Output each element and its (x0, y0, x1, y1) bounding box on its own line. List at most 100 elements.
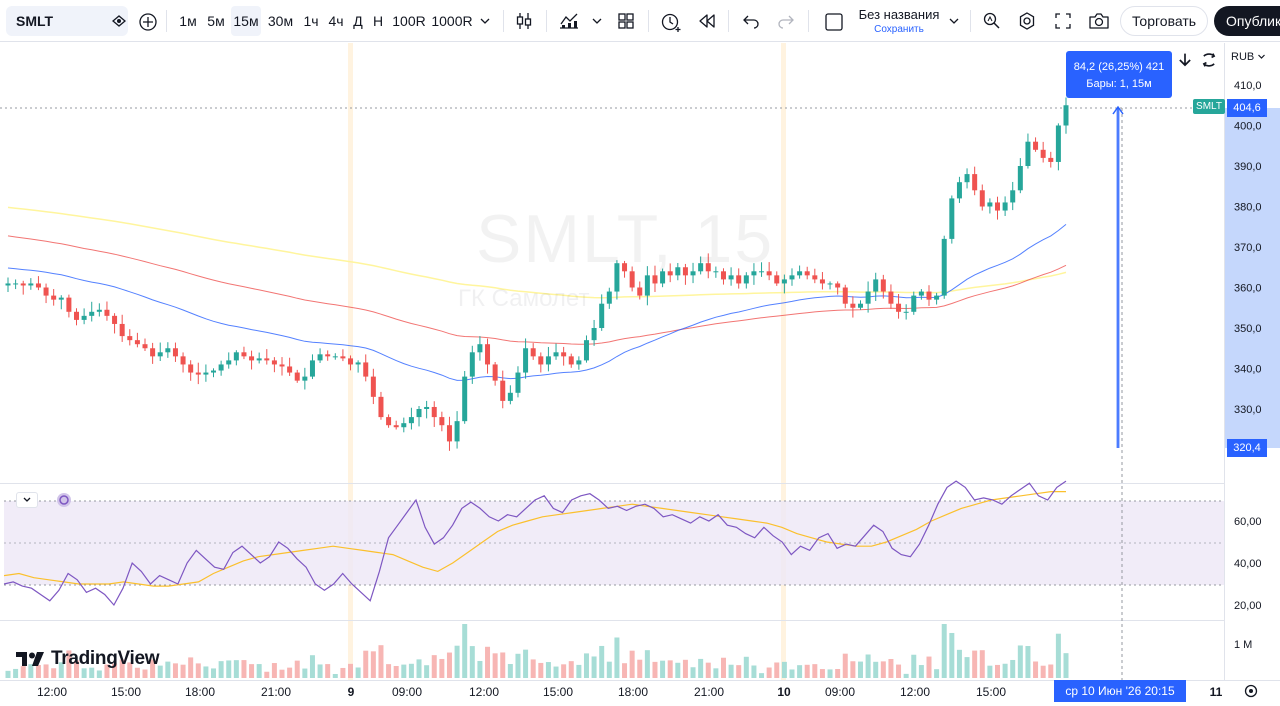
pane-collapse-button[interactable] (16, 492, 38, 508)
time-axis[interactable]: 12:00 15:00 18:00 21:00 9 09:00 12:00 15:00 18:0… (37, 685, 1223, 699)
volume-bar (629, 650, 635, 678)
interval-5m[interactable]: 5м (207, 13, 225, 29)
candle (58, 295, 64, 310)
price-tick-label: 360,0 (1234, 283, 1262, 295)
candle (515, 366, 521, 398)
volume-bar (857, 661, 863, 678)
volume-bar (96, 670, 102, 678)
top-toolbar: SMLT 1м 5м 15м 30м 1ч 4ч Д Н 100R 1000R … (0, 0, 1280, 42)
volume-bar (994, 664, 1000, 678)
candle (599, 294, 605, 331)
candle (35, 276, 41, 291)
candle (789, 268, 795, 286)
tradingview-logo[interactable]: TradingView (16, 648, 160, 670)
interval-1m[interactable]: 1м (179, 13, 197, 29)
volume-bar (918, 665, 924, 678)
currency-selector[interactable]: RUB (1231, 51, 1266, 63)
volume-bar (119, 659, 125, 678)
layout-name-button[interactable]: Без названия Сохранить (856, 8, 942, 36)
auto-scale-icon[interactable] (1200, 51, 1218, 69)
candle (51, 289, 57, 306)
candle (896, 293, 902, 319)
interval-100r[interactable]: 100R (392, 13, 426, 29)
candle (485, 338, 491, 374)
price-tick-label: 400,0 (1234, 121, 1262, 133)
candle (949, 195, 955, 244)
candle (180, 352, 186, 373)
price-axis[interactable]: 410,0 400,0 390,0 380,0 370,0 360,0 350,0 340,0… (1234, 80, 1262, 416)
volume-bar (81, 668, 87, 678)
volume-bar (713, 668, 719, 678)
chevron-down-icon[interactable] (948, 16, 960, 26)
volume-bar (294, 660, 300, 678)
camera-icon[interactable] (1088, 11, 1110, 31)
quick-search-icon[interactable] (982, 11, 1002, 31)
volume-bar (644, 650, 650, 678)
candle (112, 313, 118, 334)
candle (43, 283, 49, 304)
candle (644, 266, 650, 306)
trade-button[interactable]: Торговать (1120, 6, 1208, 36)
indicators-icon[interactable] (558, 11, 580, 31)
interval-week[interactable]: Н (372, 13, 384, 29)
volume-bar (89, 667, 95, 678)
layout-grid-icon[interactable] (617, 12, 635, 30)
interval-day[interactable]: Д (353, 13, 363, 29)
price-tick-label: 390,0 (1234, 161, 1262, 173)
volume-bar (211, 668, 217, 678)
indicator-loading-icon[interactable] (56, 492, 72, 508)
interval-1h[interactable]: 1ч (303, 13, 319, 29)
volume-bar (446, 652, 452, 678)
candle (96, 303, 102, 317)
chart-canvas[interactable]: 410,0 400,0 390,0 380,0 370,0 360,0 350,0 340,0… (0, 43, 1280, 706)
chevron-down-icon[interactable] (591, 16, 603, 26)
price-tick-label: 340,0 (1234, 364, 1262, 376)
add-symbol-icon[interactable] (138, 12, 158, 32)
symbol-search-button[interactable]: SMLT (6, 6, 128, 36)
candle (903, 304, 909, 320)
replay-icon[interactable] (698, 13, 716, 29)
candle (911, 291, 917, 315)
volume-bar (188, 657, 194, 678)
interval-30m[interactable]: 30м (267, 13, 294, 29)
arrow-down-icon[interactable] (1176, 51, 1194, 69)
chart-settings-gear-icon[interactable] (1244, 684, 1258, 698)
volume-bar (28, 664, 34, 678)
candle (835, 281, 841, 295)
candle (1002, 196, 1008, 216)
candle (622, 260, 628, 278)
candle (1017, 158, 1023, 194)
volume-bar (485, 646, 491, 678)
alert-clock-icon[interactable] (660, 11, 682, 33)
layout-checkbox-icon[interactable] (824, 12, 844, 32)
volume-bar (1055, 633, 1061, 678)
candle (370, 368, 376, 405)
volume-bar (660, 660, 666, 678)
candle (439, 411, 445, 432)
volume-bar (766, 667, 772, 678)
undo-icon[interactable] (742, 13, 760, 29)
candle (477, 336, 483, 361)
volume-bar (370, 651, 376, 678)
publish-button[interactable]: Опублико (1214, 6, 1280, 36)
chart-type-candles-icon[interactable] (514, 11, 534, 31)
interval-15m[interactable]: 15м (231, 6, 261, 36)
rsi-axis[interactable]: 60,00 40,00 20,00 (1234, 516, 1262, 612)
fullscreen-icon[interactable] (1054, 12, 1072, 30)
candles-group (5, 97, 1069, 451)
interval-1000r[interactable]: 1000R (431, 13, 473, 29)
interval-4h[interactable]: 4ч (328, 13, 344, 29)
candle (408, 407, 414, 430)
volume-bar (355, 667, 361, 678)
settings-gear-icon[interactable] (1017, 11, 1037, 31)
candle (766, 262, 772, 281)
volume-bar (454, 645, 460, 678)
symbol-name: SMLT (16, 13, 54, 29)
chevron-down-icon[interactable] (479, 16, 491, 26)
volume-bar (842, 653, 848, 678)
candle (462, 371, 468, 424)
redo-icon[interactable] (777, 13, 795, 29)
layout-save-link[interactable]: Сохранить (874, 24, 924, 35)
eye-icon[interactable] (112, 14, 126, 28)
volume-bar (545, 662, 551, 678)
